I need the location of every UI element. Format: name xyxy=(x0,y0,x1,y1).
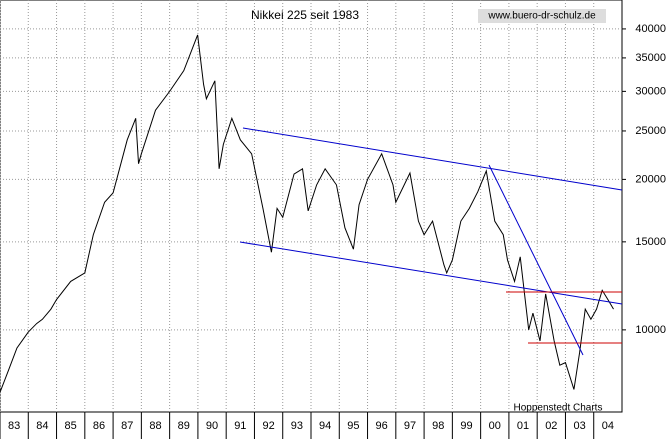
x-tick-label: 87 xyxy=(121,420,133,432)
x-tick-label: 96 xyxy=(376,420,388,432)
x-tick-label: 03 xyxy=(573,420,585,432)
x-tick-label: 89 xyxy=(178,420,190,432)
x-tick-label: 98 xyxy=(432,420,444,432)
source-bg xyxy=(478,9,606,23)
x-tick-label: 88 xyxy=(149,420,161,432)
x-tick-label: 00 xyxy=(489,420,501,432)
chart-title: Nikkei 225 seit 1983 xyxy=(251,8,359,22)
x-tick-label: 95 xyxy=(347,420,359,432)
trend-lines xyxy=(239,127,623,356)
y-tick-label: 40000 xyxy=(635,23,666,35)
x-tick-label: 99 xyxy=(460,420,472,432)
x-tick-label: 93 xyxy=(291,420,303,432)
x-tick-label: 94 xyxy=(319,420,331,432)
y-tick-label: 35000 xyxy=(635,52,666,64)
y-tick-label: 20000 xyxy=(635,173,666,185)
annotation: Hoppenstedt Charts xyxy=(514,403,603,414)
source: www.buero-dr-schulz.de xyxy=(487,11,596,22)
y-tick-label: 15000 xyxy=(635,236,666,248)
trend-line xyxy=(242,127,623,191)
x-tick-label: 84 xyxy=(36,420,48,432)
x-tick-label: 91 xyxy=(234,420,246,432)
x-tick-label: 92 xyxy=(262,420,274,432)
y-tick-label: 10000 xyxy=(635,324,666,336)
x-tick-label: 83 xyxy=(8,420,20,432)
x-tick-label: 85 xyxy=(65,420,77,432)
trend-line xyxy=(239,241,623,305)
price-line xyxy=(0,34,614,393)
x-tick-label: 97 xyxy=(404,420,416,432)
x-tick-label: 86 xyxy=(93,420,105,432)
x-tick-label: 02 xyxy=(545,420,557,432)
plot-frame xyxy=(0,0,623,413)
y-tick-label: 25000 xyxy=(635,125,666,137)
x-tick-label: 04 xyxy=(602,420,614,432)
x-tick-label: 90 xyxy=(206,420,218,432)
y-tick-label: 30000 xyxy=(635,85,666,97)
x-tick-label: 01 xyxy=(517,420,529,432)
trend-line xyxy=(488,164,584,356)
